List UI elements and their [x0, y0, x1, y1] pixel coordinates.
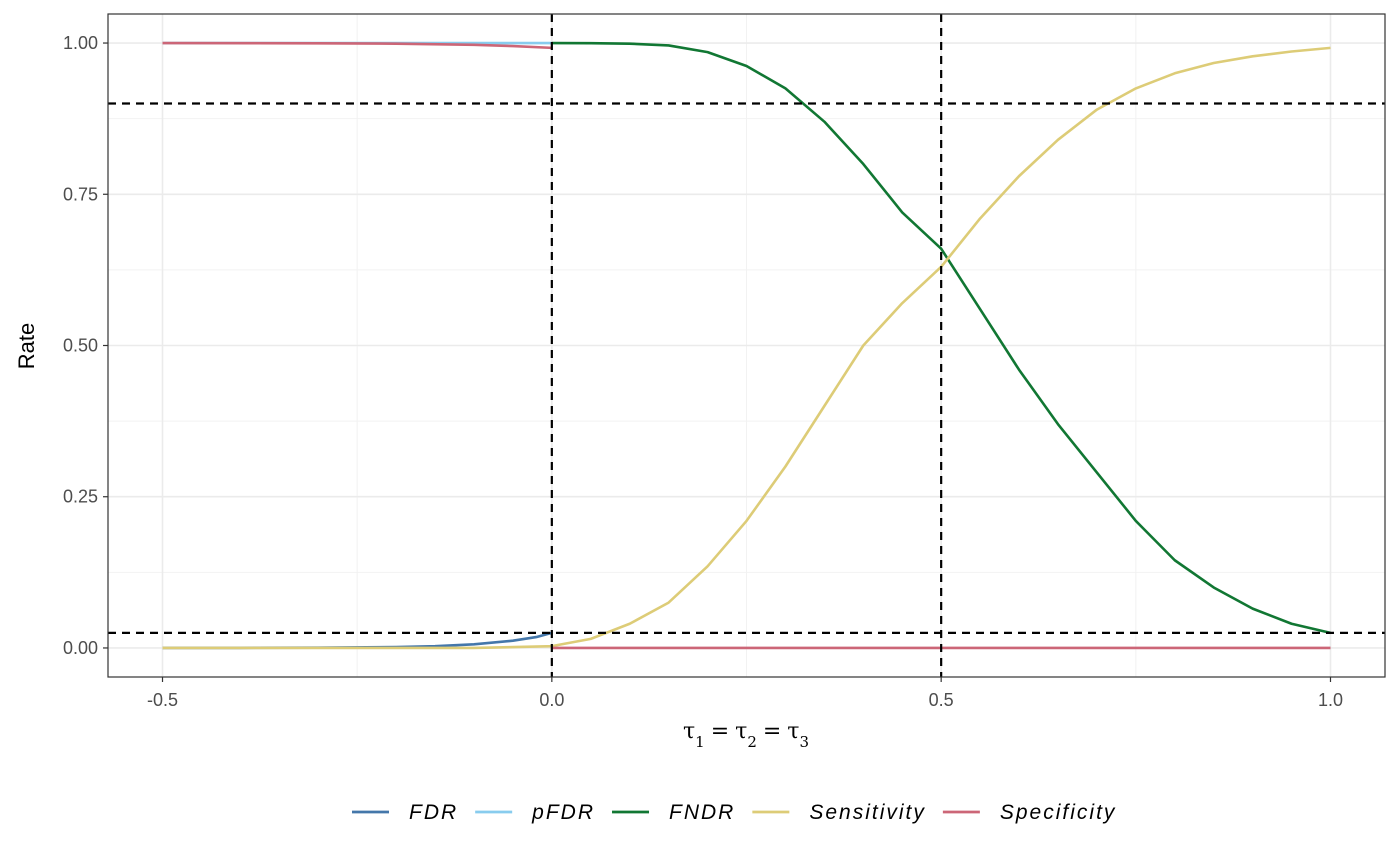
legend: FDR pFDR FNDR Sensitivity Specificity: [352, 801, 1117, 824]
x-title-eq-2: =: [763, 719, 781, 744]
y-tick-label: 0.00: [63, 638, 98, 658]
x-axis-title: τ1 = τ2 = τ3: [683, 719, 809, 751]
grid: [108, 14, 1385, 677]
x-title-tau-2: τ: [735, 719, 747, 744]
x-tick-label: 1.0: [1318, 690, 1343, 710]
x-tick-label: 0.5: [929, 690, 954, 710]
reference-lines: [108, 14, 1385, 677]
y-tick-label: 0.50: [63, 336, 98, 356]
legend-label-pfdr: pFDR: [531, 801, 595, 824]
series-line-fndr: [551, 41, 1331, 635]
x-title-tau-1: τ: [683, 719, 695, 744]
axis-ticks: -0.5 0.0 0.5 1.0 0.00 0.25 0.50 0.75 1.00: [63, 33, 1343, 710]
x-title-sub-1: 1: [695, 733, 705, 751]
legend-label-fdr: FDR: [409, 801, 458, 824]
legend-label-fndr: FNDR: [669, 801, 735, 824]
legend-label-sensitivity: Sensitivity: [809, 801, 926, 824]
x-title-sub-2: 2: [747, 733, 757, 751]
x-title-sub-3: 3: [799, 733, 809, 751]
x-tick-label: -0.5: [147, 690, 178, 710]
y-tick-label: 0.25: [63, 487, 98, 507]
x-title-tau-3: τ: [787, 719, 799, 744]
x-title-eq-1: =: [711, 719, 729, 744]
y-axis-title: Rate: [14, 323, 39, 369]
legend-label-specificity: Specificity: [1000, 801, 1117, 824]
y-tick-label: 0.75: [63, 184, 98, 204]
x-tick-label: 0.0: [539, 690, 564, 710]
y-tick-label: 1.00: [63, 33, 98, 53]
series-line-sensitivity: [162, 46, 1331, 650]
